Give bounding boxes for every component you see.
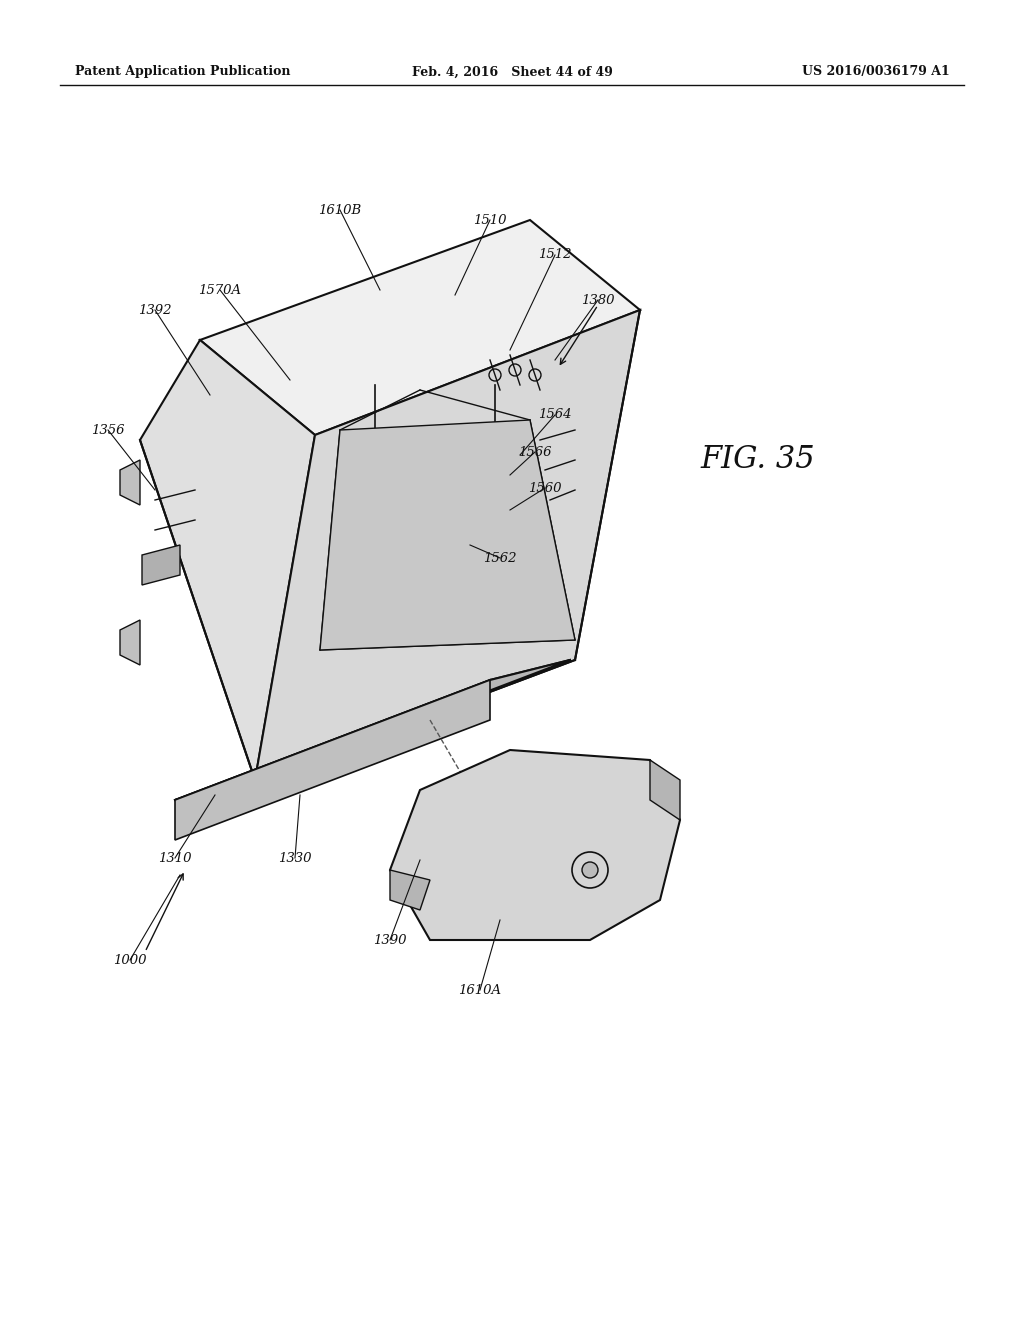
Polygon shape bbox=[142, 545, 180, 585]
Polygon shape bbox=[120, 620, 140, 665]
Text: 1000: 1000 bbox=[114, 953, 146, 966]
Text: 1560: 1560 bbox=[528, 482, 562, 495]
Text: 1392: 1392 bbox=[138, 304, 172, 317]
Text: 1610B: 1610B bbox=[318, 203, 361, 216]
Text: 1310: 1310 bbox=[159, 851, 191, 865]
Polygon shape bbox=[175, 660, 570, 800]
Text: 1356: 1356 bbox=[91, 424, 125, 437]
Polygon shape bbox=[175, 680, 490, 840]
Text: Feb. 4, 2016   Sheet 44 of 49: Feb. 4, 2016 Sheet 44 of 49 bbox=[412, 66, 612, 78]
Polygon shape bbox=[319, 420, 575, 649]
Text: 1564: 1564 bbox=[539, 408, 571, 421]
Polygon shape bbox=[200, 220, 640, 436]
Text: 1512: 1512 bbox=[539, 248, 571, 261]
Text: 1510: 1510 bbox=[473, 214, 507, 227]
Text: 1562: 1562 bbox=[483, 552, 517, 565]
Text: 1610A: 1610A bbox=[459, 983, 502, 997]
Text: 1390: 1390 bbox=[374, 933, 407, 946]
Text: 1380: 1380 bbox=[582, 293, 614, 306]
Polygon shape bbox=[390, 750, 680, 940]
Text: 1570A: 1570A bbox=[199, 284, 242, 297]
Text: 1566: 1566 bbox=[518, 446, 552, 458]
Text: 1330: 1330 bbox=[279, 851, 311, 865]
Text: FIG. 35: FIG. 35 bbox=[700, 445, 815, 475]
Text: US 2016/0036179 A1: US 2016/0036179 A1 bbox=[802, 66, 950, 78]
Polygon shape bbox=[140, 341, 315, 780]
Circle shape bbox=[582, 862, 598, 878]
Polygon shape bbox=[650, 760, 680, 820]
Polygon shape bbox=[255, 310, 640, 780]
Polygon shape bbox=[120, 459, 140, 506]
Polygon shape bbox=[390, 870, 430, 909]
Text: Patent Application Publication: Patent Application Publication bbox=[75, 66, 291, 78]
